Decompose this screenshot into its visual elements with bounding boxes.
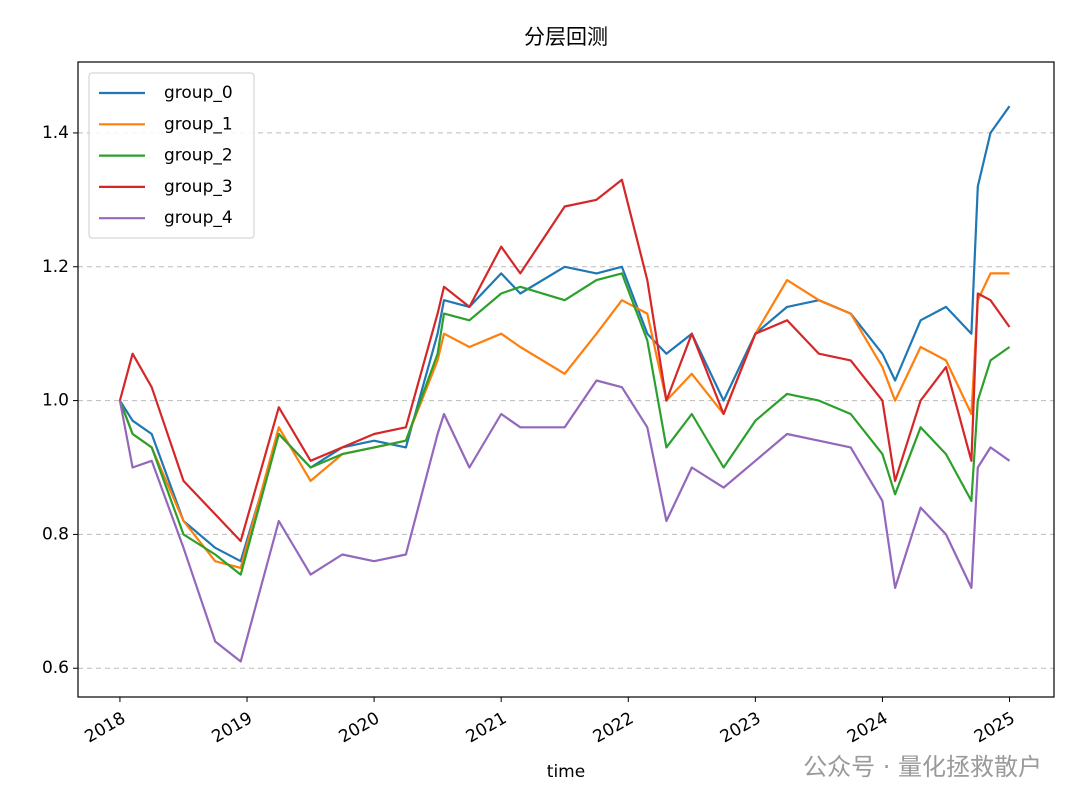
watermark: 公众号 · 量化拯救散户 [803, 753, 1042, 781]
y-tick-label: 0.8 [42, 524, 69, 544]
chart-title: 分层回测 [524, 25, 608, 49]
x-tick-label: 2018 [81, 708, 128, 747]
x-tick-label: 2022 [590, 708, 637, 747]
x-tick-label: 2021 [463, 708, 510, 747]
x-tick-label: 2023 [717, 708, 764, 747]
series-line [118, 379, 1011, 663]
legend-box [88, 72, 255, 239]
y-tick-label: 1.2 [42, 257, 69, 277]
series-line [118, 272, 1011, 576]
x-tick-label: 2019 [209, 708, 256, 747]
x-tick-label: 2024 [844, 708, 891, 747]
series-line [118, 178, 1011, 543]
series-line [118, 272, 1010, 569]
x-axis-label: time [547, 762, 585, 782]
x-tick-label: 2025 [971, 708, 1018, 747]
y-tick-label: 0.6 [42, 658, 69, 678]
legend-label: group_2 [164, 146, 233, 166]
y-tick-label: 1.4 [42, 123, 69, 143]
y-tick-label: 1.0 [42, 391, 69, 411]
legend-label: group_4 [164, 208, 233, 228]
legend-label: group_1 [164, 114, 233, 134]
legend-label: group_3 [164, 177, 233, 197]
x-tick-label: 2020 [336, 708, 383, 747]
plot-frame [77, 61, 1055, 698]
legend-label: group_0 [164, 83, 233, 103]
